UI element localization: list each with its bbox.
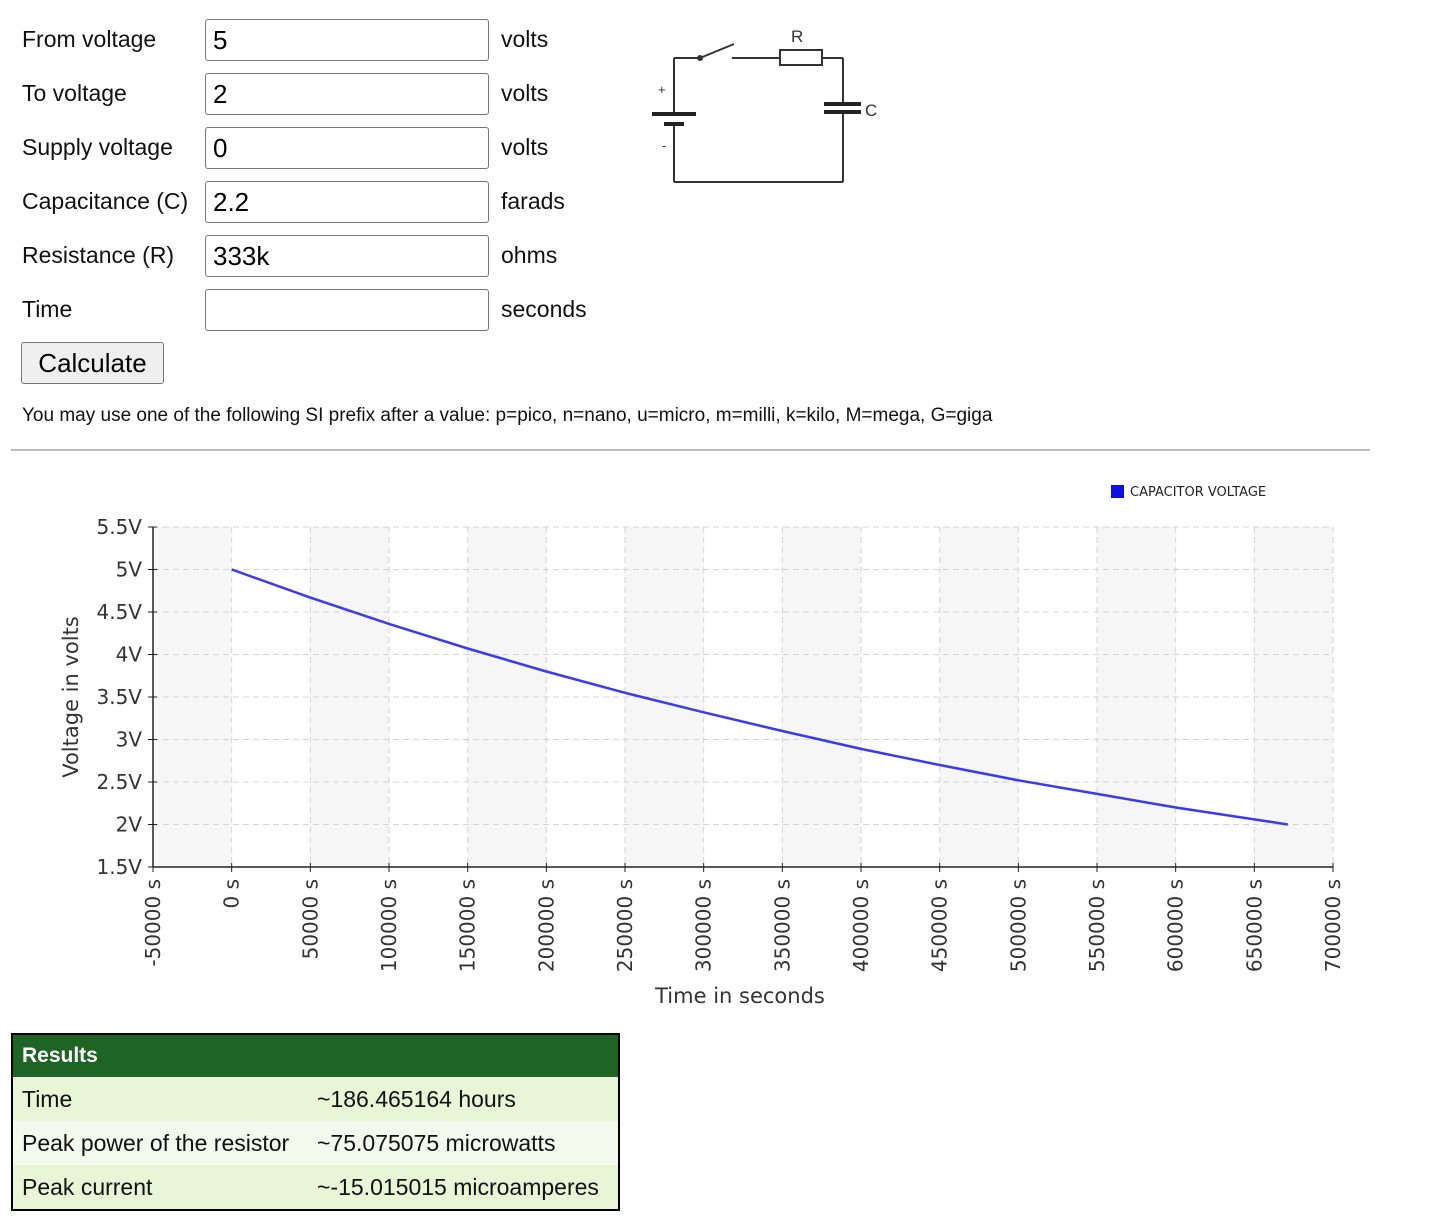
- x-tick-label: 150000 s: [456, 879, 480, 972]
- x-tick-label: 350000 s: [770, 879, 794, 972]
- from-voltage-row: From voltage volts: [0, 19, 640, 63]
- resistance-input[interactable]: [205, 235, 489, 277]
- x-tick-label: 250000 s: [613, 879, 637, 972]
- supply-voltage-input[interactable]: [205, 127, 489, 169]
- resistance-row: Resistance (R) ohms: [0, 235, 640, 279]
- to-voltage-row: To voltage volts: [0, 73, 640, 117]
- y-tick-label: 3.5V: [97, 685, 143, 709]
- time-unit: seconds: [501, 296, 587, 322]
- results-table: Results Time ~186.465164 hours Peak powe…: [11, 1033, 620, 1211]
- time-row: Time seconds: [0, 289, 640, 333]
- rc-circuit-diagram: R C + -: [652, 27, 877, 183]
- time-input[interactable]: [205, 289, 489, 331]
- x-tick-label: 500000 s: [1006, 879, 1030, 972]
- battery-plus-label: +: [658, 82, 666, 97]
- x-tick-label: 450000 s: [928, 879, 952, 972]
- x-tick-label: 100000 s: [377, 879, 401, 972]
- resistor-label: R: [791, 27, 803, 46]
- y-tick-label: 2V: [116, 813, 143, 837]
- si-prefix-note: You may use one of the following SI pref…: [22, 405, 993, 426]
- y-tick-label: 5V: [116, 558, 143, 582]
- battery-short-plate: [664, 122, 684, 126]
- y-tick-label: 1.5V: [97, 855, 143, 879]
- y-axis-title: Voltage in volts: [59, 616, 83, 778]
- y-tick-label: 5.5V: [97, 515, 143, 539]
- result-label: Peak power of the resistor: [12, 1121, 308, 1165]
- result-value: ~75.075075 microwatts: [308, 1121, 619, 1165]
- supply-voltage-label: Supply voltage: [22, 134, 173, 160]
- x-tick-label: 700000 s: [1321, 879, 1345, 972]
- time-label: Time: [22, 296, 73, 322]
- supply-voltage-unit: volts: [501, 134, 549, 160]
- from-voltage-label: From voltage: [22, 26, 157, 52]
- x-tick-label: 50000 s: [298, 879, 322, 959]
- table-row: Peak power of the resistor ~75.075075 mi…: [12, 1121, 619, 1165]
- switch-pivot: [697, 55, 703, 61]
- x-tick-label: 650000 s: [1242, 879, 1266, 972]
- capacitance-row: Capacitance (C) farads: [0, 181, 640, 225]
- to-voltage-label: To voltage: [22, 80, 127, 106]
- x-tick-label: 300000 s: [692, 879, 716, 972]
- section-divider: [11, 449, 1370, 451]
- x-tick-label: 400000 s: [849, 879, 873, 972]
- results-title: Results: [12, 1034, 619, 1077]
- capacitor-label: C: [865, 101, 877, 120]
- from-voltage-unit: volts: [501, 26, 549, 52]
- capacitor-plate: [824, 102, 861, 106]
- x-tick-label: 0 s: [220, 879, 244, 909]
- resistance-unit: ohms: [501, 242, 558, 268]
- x-tick-label: 550000 s: [1085, 879, 1109, 972]
- x-tick-label: -50000 s: [141, 879, 165, 967]
- to-voltage-unit: volts: [501, 80, 549, 106]
- result-value: ~186.465164 hours: [308, 1077, 619, 1121]
- to-voltage-input[interactable]: [205, 73, 489, 115]
- result-label: Time: [12, 1077, 308, 1121]
- x-axis-title: Time in seconds: [654, 984, 825, 1008]
- legend-label: CAPACITOR VOLTAGE: [1130, 485, 1266, 500]
- resistance-label: Resistance (R): [22, 242, 175, 268]
- battery-minus-label: -: [662, 138, 666, 153]
- capacitor-voltage-line: [231, 568, 1288, 826]
- table-row: Peak current ~-15.015015 microamperes: [12, 1165, 619, 1210]
- battery-long-plate: [652, 112, 696, 116]
- results-header-row: Results: [12, 1034, 619, 1077]
- y-tick-label: 3V: [116, 728, 143, 752]
- y-tick-label: 4.5V: [97, 600, 143, 624]
- result-value: ~-15.015015 microamperes: [308, 1165, 619, 1210]
- capacitance-unit: farads: [501, 188, 565, 214]
- supply-voltage-row: Supply voltage volts: [0, 127, 640, 171]
- capacitor-plate: [824, 110, 861, 114]
- resistor: [779, 49, 823, 66]
- calculate-button[interactable]: Calculate: [21, 342, 164, 384]
- switch-lever: [699, 43, 735, 59]
- from-voltage-input[interactable]: [205, 19, 489, 61]
- y-tick-label: 4V: [116, 643, 143, 667]
- capacitor-voltage-chart: 1.5V 2V 2.5V 3V 3.5V 4V 4.5V 5V 5.5V -50000 s 0 s…: [59, 485, 1345, 1008]
- table-row: Time ~186.465164 hours: [12, 1077, 619, 1121]
- x-tick-label: 600000 s: [1164, 879, 1188, 972]
- capacitance-label: Capacitance (C): [22, 188, 189, 214]
- y-tick-label: 2.5V: [97, 770, 143, 794]
- capacitance-input[interactable]: [205, 181, 489, 223]
- result-label: Peak current: [12, 1165, 308, 1210]
- x-tick-label: 200000 s: [534, 879, 558, 972]
- legend-swatch: [1111, 485, 1124, 498]
